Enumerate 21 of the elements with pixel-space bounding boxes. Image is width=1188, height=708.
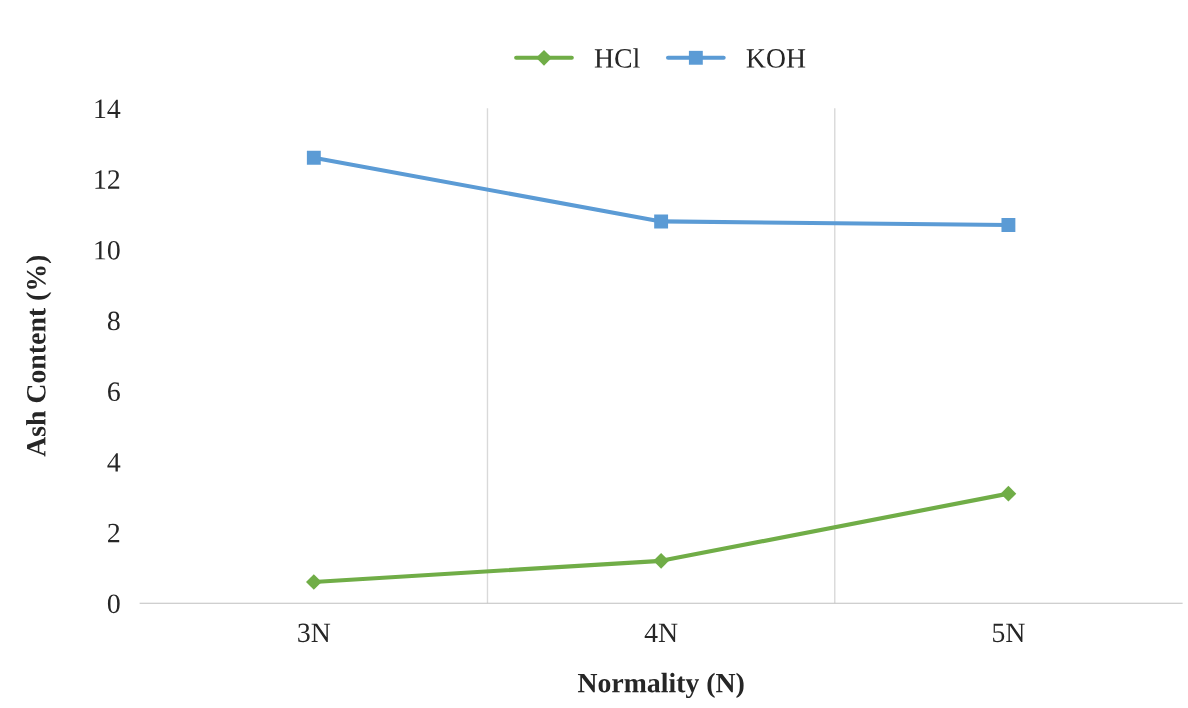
y-tick-label: 10 (95, 240, 120, 260)
point (654, 214, 669, 229)
legend-label: HCl (594, 48, 640, 68)
y-tick-label: 12 (95, 170, 120, 189)
point (306, 150, 321, 165)
y-tick-label: 8 (107, 311, 120, 331)
legend-label: KOH (746, 49, 806, 68)
y-tick-label: 14 (95, 99, 121, 118)
x-axis-title: Normality (N) (577, 672, 744, 699)
x-tick-label: 3N (298, 623, 331, 643)
x-tick-label: 4N (644, 623, 678, 642)
y-tick-label: 6 (108, 382, 120, 402)
point (1001, 218, 1016, 232)
y-tick-label: 0 (107, 594, 120, 614)
point (653, 552, 669, 569)
y-axis-title: Ash Content (%) (26, 255, 52, 457)
point (1000, 485, 1017, 502)
y-tick-label: 4 (107, 453, 121, 472)
x-tick-label: 5N (993, 623, 1025, 643)
y-tick-label: 2 (108, 523, 120, 543)
point (305, 574, 322, 590)
